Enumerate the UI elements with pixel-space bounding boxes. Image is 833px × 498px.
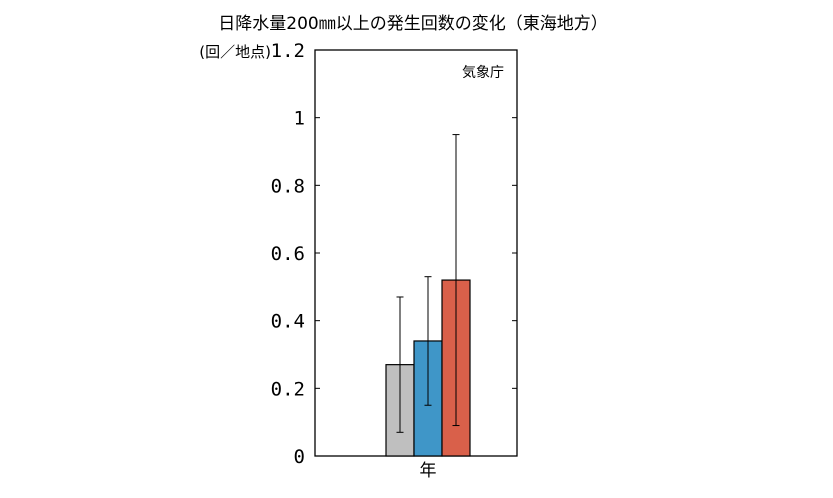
category-labels: 年 bbox=[420, 461, 437, 481]
y-tick-label: 1.2 bbox=[271, 40, 305, 62]
y-tick-label: 1 bbox=[294, 108, 305, 130]
source-label: 気象庁 bbox=[462, 65, 504, 81]
y-tick-label: 0.4 bbox=[271, 311, 305, 333]
y-tick-label: 0 bbox=[294, 446, 305, 468]
y-axis-ticks: 0 0.2 0.4 0.6 0.8 1 1.2 bbox=[271, 40, 517, 468]
y-tick-label: 0.2 bbox=[271, 378, 305, 400]
y-axis-unit-label: (回／地点) bbox=[199, 43, 271, 61]
y-tick-label: 0.6 bbox=[271, 243, 305, 265]
error-bars bbox=[396, 134, 460, 433]
y-tick-label: 0.8 bbox=[271, 175, 305, 197]
chart-title: 日降水量200㎜以上の発生回数の変化（東海地方） bbox=[218, 14, 607, 34]
category-label: 年 bbox=[420, 461, 437, 481]
